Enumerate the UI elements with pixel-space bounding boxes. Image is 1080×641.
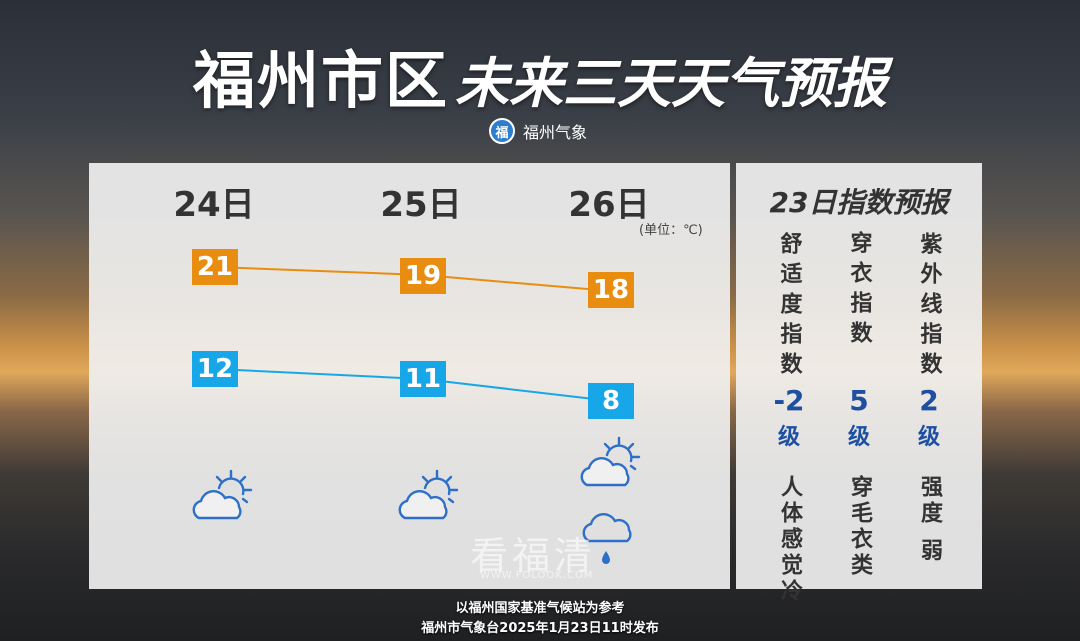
partly-cloudy-icon [398,469,459,520]
index-desc: 穿毛衣类 [847,475,872,579]
index-grade: 级 [777,425,800,450]
high-temp-box: 18 [588,272,634,308]
high-temp-box: 19 [400,258,446,294]
forecast-panel: 24日 25日 26日 (单位：℃) 21 19 18 12 11 8 [89,163,730,589]
index-value: -2 [773,384,805,417]
index-value: 2 [919,384,939,417]
fuzhou-weather-logo-icon: 福 [489,118,515,144]
clothing-index: 穿衣指数 5 级 穿毛衣类 [839,229,879,579]
brand-name: 福州气象 [523,123,588,142]
index-name: 紫外线指数 [916,231,942,382]
partly-cloudy-icon [580,436,641,487]
light-rain-icon [582,513,632,564]
forecast-subtitle: 未来三天天气预报 [455,52,887,115]
index-value: 5 [849,384,869,417]
index-title: 23日指数预报 [769,186,949,219]
low-temp-box: 11 [400,361,446,397]
index-panel: 23日指数预报 舒适度指数 -2 级 人体感觉冷 穿衣指数 5 级 穿毛衣类 紫… [736,163,982,605]
footer-reference: 以福州国家基准气候站为参考 [455,601,625,616]
comfort-index: 舒适度指数 -2 级 人体感觉冷 [769,229,809,606]
day-label: 26日 [568,185,650,225]
temperature-lines [214,266,612,402]
low-temp-box: 8 [588,383,634,419]
watermark: 看福清 [470,534,597,578]
page-title: 福州市区 未来三天天气预报 [0,30,1080,120]
watermark-url: WWW.FOLOOK.COM [480,570,594,581]
index-desc: 人体感觉冷 [777,475,802,605]
high-temp-box: 21 [192,249,238,285]
low-temp-line [422,378,612,402]
high-temp-line [214,266,424,276]
index-name: 舒适度指数 [776,231,802,382]
region-title: 福州市区 [192,44,449,117]
temperature-unit: (单位：℃) [639,223,703,238]
index-desc: 强度 弱 [917,475,942,565]
uv-index: 紫外线指数 2 级 强度 弱 [909,229,949,565]
index-grade: 级 [847,425,870,450]
partly-cloudy-icon [192,469,253,520]
day-label: 25日 [380,185,462,225]
index-grade: 级 [917,425,940,450]
low-temp-line [214,368,424,380]
brand: 福 福州气象 [489,118,587,144]
low-temp-box: 12 [192,351,238,387]
index-name: 穿衣指数 [846,231,872,351]
day-label: 24日 [173,185,255,225]
footer-issued: 福州市气象台2025年1月23日11时发布 [421,621,659,636]
high-temp-line [422,274,612,292]
